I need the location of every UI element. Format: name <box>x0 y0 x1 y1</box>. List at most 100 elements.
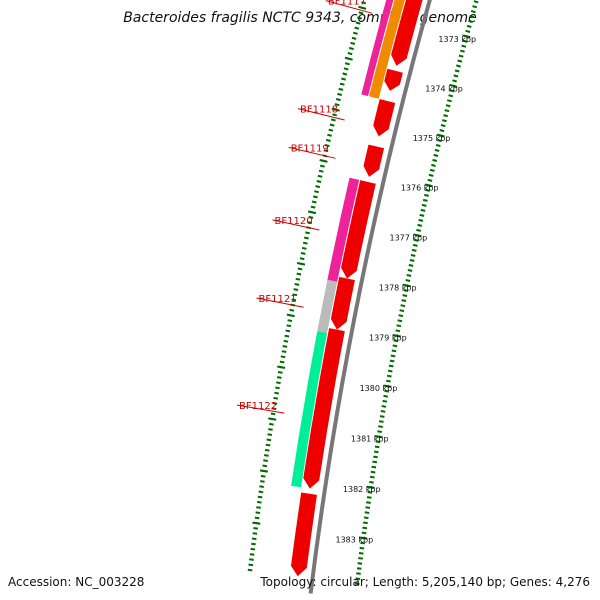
minor-tick-outer <box>256 506 261 509</box>
tick-label: 1378 kbp <box>379 284 417 293</box>
major-tick-outer <box>259 469 269 473</box>
minor-tick-outer <box>339 82 345 86</box>
minor-tick-inner <box>391 349 397 353</box>
gene-feature[interactable] <box>369 0 411 99</box>
minor-tick-outer <box>274 391 279 395</box>
gene-label[interactable]: BF1122 <box>239 401 277 412</box>
minor-tick-outer <box>347 52 353 56</box>
minor-tick-inner <box>359 546 365 550</box>
minor-tick-outer <box>276 376 282 379</box>
gene-feature[interactable] <box>341 180 376 279</box>
minor-tick-outer <box>264 448 270 452</box>
gene-feature[interactable] <box>291 331 328 488</box>
minor-tick-inner <box>363 521 368 525</box>
minor-tick-outer <box>303 236 309 240</box>
gene-feature[interactable] <box>291 492 317 577</box>
minor-tick-inner <box>378 425 383 428</box>
minor-tick-inner <box>398 314 404 318</box>
minor-tick-outer <box>294 283 300 286</box>
accession-text: Accession: NC_003228 <box>8 575 145 589</box>
minor-tick-outer <box>258 490 264 494</box>
minor-tick-outer <box>296 272 302 276</box>
gene-feature[interactable] <box>363 144 385 177</box>
minor-tick-inner <box>370 470 376 474</box>
gene-label[interactable]: BF1121 <box>259 294 297 305</box>
minor-tick-outer <box>330 118 336 122</box>
minor-tick-outer <box>276 381 281 385</box>
gene-feature[interactable] <box>391 0 427 66</box>
minor-tick-inner <box>358 557 363 560</box>
minor-tick-outer <box>307 221 313 224</box>
minor-tick-inner <box>393 339 399 343</box>
minor-tick-inner <box>461 44 467 48</box>
minor-tick-inner <box>410 254 416 257</box>
minor-tick-outer <box>316 180 322 183</box>
minor-tick-inner <box>405 279 411 282</box>
minor-tick-outer <box>314 190 319 194</box>
minor-tick-outer <box>343 67 349 71</box>
gene-feature[interactable] <box>327 177 360 282</box>
minor-tick-inner <box>403 289 409 292</box>
minor-tick-inner <box>452 79 457 83</box>
minor-tick-inner <box>377 430 382 433</box>
minor-tick-inner <box>373 455 378 459</box>
gene-feature[interactable] <box>373 99 396 137</box>
label-leader-line <box>325 0 373 14</box>
minor-tick-inner <box>411 248 417 252</box>
label-leader-line <box>288 146 336 159</box>
gene-label[interactable]: BF1117 <box>328 0 366 8</box>
minor-tick-outer <box>328 128 334 132</box>
minor-tick-inner <box>355 577 361 580</box>
minor-tick-inner <box>421 203 427 207</box>
minor-tick-outer <box>305 231 310 235</box>
gene-feature[interactable] <box>361 0 400 97</box>
tick-label: 1375 kbp <box>413 134 451 143</box>
minor-tick-inner <box>396 324 402 328</box>
minor-tick-inner <box>372 460 378 464</box>
minor-tick-outer <box>255 511 261 514</box>
minor-tick-inner <box>397 319 403 323</box>
minor-tick-inner <box>429 168 435 172</box>
minor-tick-outer <box>308 215 314 219</box>
backbone-layer <box>308 0 432 594</box>
minor-tick-outer <box>263 459 268 462</box>
gene-labels-layer: BF1117 BF1118 BF1119 BF1120 BF1121 BF1122 <box>236 0 373 414</box>
minor-tick-outer <box>265 443 271 447</box>
minor-tick-inner <box>420 208 426 212</box>
tick-label: 1379 kbp <box>369 334 407 343</box>
major-tick-outer <box>268 417 277 421</box>
major-tick <box>374 435 383 439</box>
gene-feature[interactable] <box>384 68 403 91</box>
minor-tick-inner <box>428 173 434 177</box>
gene-label[interactable]: BF1120 <box>275 216 313 227</box>
minor-tick-inner <box>371 465 377 469</box>
gene-feature[interactable] <box>303 328 345 489</box>
minor-tick-inner <box>354 582 360 585</box>
minor-tick-inner <box>440 124 446 128</box>
minor-tick-outer <box>251 542 256 546</box>
minor-tick-inner <box>432 158 438 162</box>
minor-tick-outer <box>299 257 305 261</box>
minor-tick-inner <box>357 562 363 565</box>
minor-tick-outer <box>300 252 306 255</box>
minor-tick-outer <box>285 329 291 333</box>
gene-label[interactable]: BF1119 <box>291 143 329 154</box>
tick-label: 1382 kbp <box>343 485 381 494</box>
minor-tick-inner <box>367 491 373 494</box>
minor-tick-outer <box>355 21 361 25</box>
gene-label[interactable]: BF1118 <box>300 105 338 116</box>
gene-feature[interactable] <box>317 279 338 333</box>
minor-tick-inner <box>356 572 361 575</box>
minor-tick-outer <box>301 246 307 250</box>
major-tick <box>366 485 375 489</box>
minor-tick-inner <box>364 511 370 514</box>
tick-label: 1373 kbp <box>438 35 476 44</box>
minor-tick-inner <box>408 264 414 267</box>
gene-feature[interactable] <box>330 276 355 330</box>
minor-tick-outer <box>297 267 303 271</box>
minor-tick-outer <box>352 31 358 35</box>
minor-tick-outer <box>338 87 344 91</box>
minor-tick-inner <box>468 19 473 24</box>
minor-tick-outer <box>263 454 269 457</box>
minor-tick-outer <box>259 485 264 488</box>
